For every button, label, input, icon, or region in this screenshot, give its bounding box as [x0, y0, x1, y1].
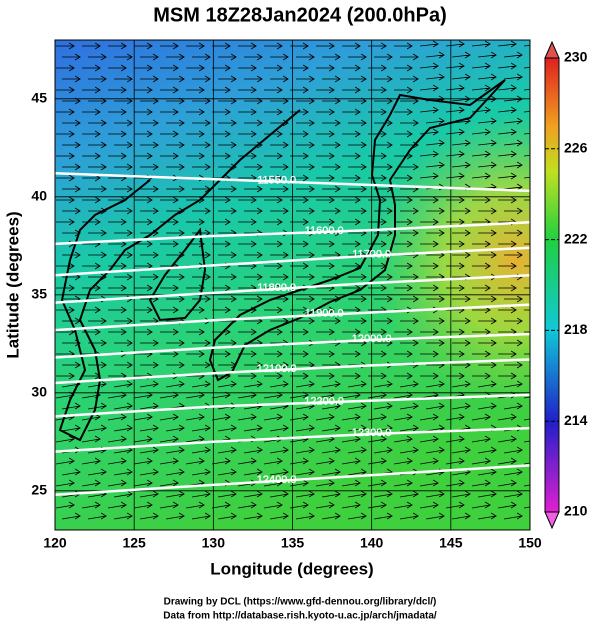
- colorbar-max-arrow: [544, 40, 560, 59]
- y-tick-label: 25: [31, 482, 47, 498]
- x-tick-label: 145: [439, 535, 463, 551]
- contour-label: 12200.0: [304, 395, 344, 407]
- colorbar: [544, 57, 560, 513]
- contour-label: 11550.0: [257, 174, 296, 186]
- y-tick-label: 45: [31, 90, 47, 106]
- contour-line: [55, 393, 530, 418]
- contour-label: 12300.0: [352, 427, 392, 439]
- contour-line: [55, 426, 530, 453]
- contour-line: [55, 332, 530, 359]
- contour-line: [55, 246, 530, 277]
- x-tick-label: 120: [43, 535, 67, 551]
- plot-area: 11550.0 11600.0 11700.0 11800.0 11900.0 12000…: [55, 40, 530, 530]
- contour-label: 12400.0: [257, 474, 297, 486]
- contour-line: [55, 358, 530, 385]
- credit-drawing: Drawing by DCL (https://www.gfd-dennou.o…: [164, 597, 437, 608]
- wind-arrow: [56, 40, 530, 520]
- contour-line: [55, 221, 530, 246]
- contour-label: 11700.0: [352, 249, 391, 261]
- plot-frame: [54, 39, 531, 531]
- wind-arrows: [56, 40, 530, 520]
- contour-label: 11900.0: [305, 308, 344, 320]
- colorbar-tick-label: 210: [564, 503, 588, 519]
- x-axis-title: Longitude (degrees): [210, 559, 373, 578]
- x-tick-label: 125: [122, 535, 146, 551]
- contour-label: 11800.0: [257, 282, 296, 294]
- contour-label: 12100.0: [257, 363, 297, 375]
- colorbar-tick-label: 222: [564, 230, 588, 246]
- colorbar-min-arrow: [544, 511, 560, 530]
- contour-line: [55, 303, 530, 332]
- contour-line: [55, 172, 530, 193]
- x-tick-label: 135: [281, 535, 305, 551]
- x-tick-label: 130: [202, 535, 226, 551]
- colorbar-tick-label: 226: [564, 140, 588, 156]
- colorbar-tick-label: 230: [564, 49, 588, 65]
- colorbar-tick-label: 214: [564, 412, 588, 428]
- credit-data: Data from http://database.rish.kyoto-u.a…: [163, 611, 437, 622]
- y-axis-title: Latitude (degrees): [3, 211, 22, 358]
- x-tick-label: 140: [360, 535, 384, 551]
- y-tick-label: 35: [31, 286, 47, 302]
- x-tick-label: 150: [518, 535, 542, 551]
- y-tick-label: 30: [31, 384, 47, 400]
- coastline: [58, 79, 506, 442]
- chart-title: MSM 18Z28Jan2024 (200.0hPa): [153, 4, 447, 26]
- contour-line: [55, 273, 530, 304]
- colorbar-tick-label: 218: [564, 321, 588, 337]
- contour-line: [55, 464, 530, 496]
- contour-label: 11600.0: [305, 225, 344, 237]
- y-tick-label: 40: [31, 188, 47, 204]
- contour-label: 12000.0: [352, 333, 392, 345]
